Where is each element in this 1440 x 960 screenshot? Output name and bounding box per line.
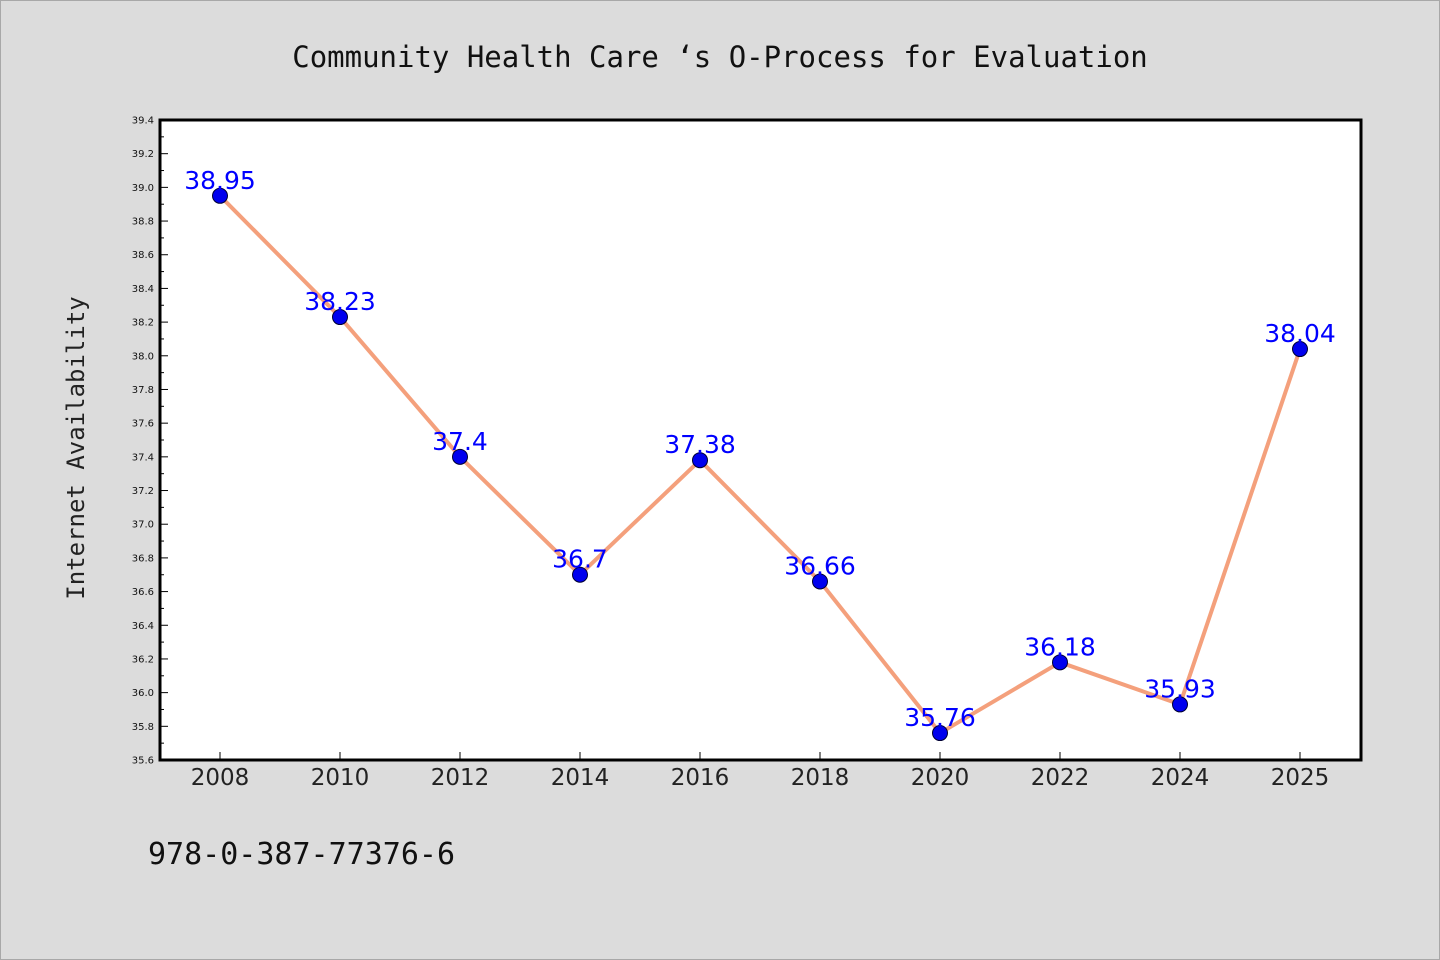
y-tick-label: 36.6 xyxy=(132,587,154,598)
data-label: 38.23 xyxy=(304,287,376,316)
data-label: 37.4 xyxy=(432,427,488,456)
series-line xyxy=(218,193,1302,736)
x-tick-label: 2020 xyxy=(911,765,970,791)
y-tick-label: 39.2 xyxy=(132,149,154,160)
y-tick-label: 35.8 xyxy=(132,722,154,733)
x-tick-label: 2014 xyxy=(551,765,610,791)
y-tick-label: 38.0 xyxy=(132,351,154,362)
data-label: 36.18 xyxy=(1024,632,1096,661)
data-point xyxy=(932,725,948,742)
data-point xyxy=(572,566,588,583)
data-point xyxy=(212,187,228,204)
x-tick-label: 2010 xyxy=(311,765,370,791)
x-tick-label: 2008 xyxy=(191,765,250,791)
x-tick-label: 2024 xyxy=(1151,765,1210,791)
x-tick-label: 2018 xyxy=(791,765,850,791)
data-point xyxy=(1172,696,1188,713)
data-label: 38.04 xyxy=(1264,319,1336,348)
y-tick-label: 35.6 xyxy=(132,756,154,767)
data-label: 35.76 xyxy=(904,703,976,732)
y-tick-label: 37.8 xyxy=(132,385,154,396)
data-label: 36.7 xyxy=(552,545,608,574)
y-tick-label: 39.4 xyxy=(132,116,154,127)
y-tick-label: 36.8 xyxy=(132,553,154,564)
data-label: 35.93 xyxy=(1144,674,1216,703)
plot-area xyxy=(158,118,1363,762)
footer-code: 978-0-387-77376-6 xyxy=(148,837,455,872)
x-tick-label: 2012 xyxy=(431,765,490,791)
y-axis-label: Internet Availability xyxy=(62,296,90,599)
y-tick-label: 38.8 xyxy=(132,217,154,228)
x-tick-label: 2025 xyxy=(1271,765,1330,791)
y-axis-ticks: 35.6 35.8 36.0 36.2 36.4 36.6 36.8 37.0 37.2 37.4… xyxy=(132,116,168,767)
y-tick-label: 37.6 xyxy=(132,419,154,430)
y-tick-label: 36.4 xyxy=(132,621,154,632)
y-tick-label: 38.4 xyxy=(132,284,154,295)
x-axis-ticks: 2008 2010 2012 2014 2016 2018 2020 2022 2024 2025 xyxy=(191,752,1330,791)
x-tick-label: 2022 xyxy=(1031,765,1090,791)
data-point xyxy=(1292,341,1308,358)
data-point xyxy=(692,452,708,469)
y-tick-label: 38.2 xyxy=(132,318,154,329)
chart-title: Community Health Care ‘s O-Process for E… xyxy=(292,40,1148,74)
data-label: 37.38 xyxy=(664,430,736,459)
y-tick-label: 37.2 xyxy=(132,486,154,497)
data-label: 38.95 xyxy=(184,166,256,195)
y-tick-label: 37.0 xyxy=(132,520,154,531)
y-tick-label: 37.4 xyxy=(132,452,154,463)
y-tick-label: 39.0 xyxy=(132,183,154,194)
x-tick-label: 2016 xyxy=(671,765,730,791)
y-tick-label: 38.6 xyxy=(132,250,154,261)
series-markers xyxy=(212,187,1308,742)
data-labels: 38.95 38.23 37.4 36.7 37.38 36.66 35.76 36.18 35… xyxy=(184,166,1336,732)
data-point xyxy=(812,573,828,590)
y-tick-label: 36.0 xyxy=(132,688,154,699)
data-point xyxy=(452,448,468,465)
data-point xyxy=(332,309,348,326)
y-tick-label: 36.2 xyxy=(132,654,154,665)
data-label: 36.66 xyxy=(784,551,856,580)
series-line-group xyxy=(218,193,1302,736)
data-point xyxy=(1052,654,1068,671)
